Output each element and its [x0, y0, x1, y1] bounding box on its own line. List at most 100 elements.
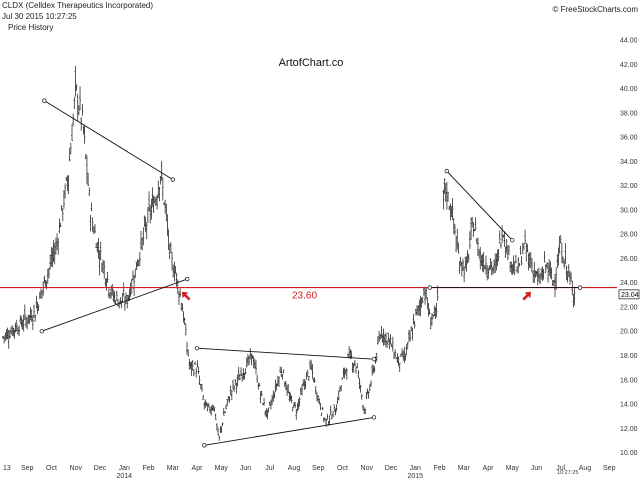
ohlc-bar	[526, 243, 529, 253]
ohlc-bar	[253, 358, 256, 370]
ohlc-bar	[75, 84, 78, 91]
ohlc-bar	[421, 296, 424, 303]
y-tick-label: 32.00	[620, 183, 638, 190]
ohlc-bar	[466, 249, 469, 264]
ohlc-bar	[229, 385, 232, 396]
ohlc-bar	[218, 435, 221, 441]
ohlc-bar	[435, 302, 438, 318]
ohlc-bar	[420, 297, 423, 308]
ohlc-bar	[489, 258, 492, 270]
ohlc-bar	[180, 302, 183, 311]
ohlc-bar	[264, 410, 267, 417]
ohlc-bar	[151, 187, 154, 207]
ohlc-bar	[190, 361, 193, 376]
ohlc-bar	[366, 388, 369, 395]
ohlc-bar	[98, 250, 101, 276]
ohlc-bar	[457, 242, 460, 254]
trendline[interactable]	[427, 285, 583, 290]
ohlc-bar	[428, 308, 431, 315]
ohlc-bar	[158, 186, 161, 202]
ohlc-bar	[60, 205, 63, 211]
ohlc-bar	[498, 230, 501, 244]
ohlc-bar	[163, 202, 165, 206]
ohlc-bar	[382, 328, 385, 346]
chart-timestamp: Jul 30 2015 10:27:25	[2, 12, 77, 21]
trendline[interactable]	[42, 98, 175, 182]
ohlc-bar	[142, 227, 145, 246]
trendline[interactable]	[444, 168, 515, 243]
arrows	[181, 291, 532, 301]
trendline[interactable]	[39, 276, 190, 334]
ohlc-bar	[432, 314, 434, 319]
ohlc-bar	[73, 96, 76, 110]
ohlc-bar	[63, 189, 65, 209]
y-tick-label: 42.00	[620, 62, 638, 69]
ohlc-bar	[188, 358, 191, 370]
ohlc-bar	[451, 197, 454, 220]
ohlc-bar	[324, 417, 326, 422]
ohlc-bar	[462, 258, 464, 271]
ohlc-bar	[447, 191, 449, 202]
ohlc-bar	[405, 344, 408, 356]
ohlc-bar	[72, 113, 75, 127]
ohlc-bar	[510, 261, 513, 275]
ohlc-bar	[216, 423, 218, 431]
x-tick-label: Jan	[119, 465, 130, 472]
trendline[interactable]	[202, 415, 377, 448]
ohlc-bar	[371, 364, 374, 376]
ohlc-bar	[128, 288, 131, 301]
ohlc-bar	[380, 325, 383, 339]
ohlc-bar	[268, 401, 271, 406]
ohlc-bar	[393, 351, 395, 359]
ohlc-bar	[426, 297, 429, 309]
ohlc-bar	[95, 243, 98, 249]
ohlc-bar	[143, 215, 146, 227]
ohlc-bar	[99, 241, 102, 261]
ohlc-bar	[92, 225, 95, 235]
ohlc-bar	[488, 265, 491, 271]
ohlc-bar	[156, 194, 158, 210]
ohlc-bar	[325, 419, 328, 428]
ohlc-bar	[464, 256, 467, 269]
x-tick-label: Feb	[142, 465, 154, 472]
ohlc-bar	[295, 409, 298, 420]
ohlc-bar	[548, 259, 551, 277]
ohlc-bar	[149, 204, 152, 224]
ohlc-bar	[148, 191, 150, 211]
ohlc-bar	[372, 364, 375, 374]
y-tick-label: 24.00	[620, 280, 638, 287]
ohlc-bar	[147, 207, 149, 223]
ohlc-bar	[521, 242, 524, 254]
trendline[interactable]	[194, 346, 377, 362]
ohlc-bar	[541, 266, 544, 282]
ohlc-bar	[487, 267, 490, 279]
ohlc-bar	[356, 362, 359, 369]
ohlc-bar	[402, 350, 405, 361]
ohlc-bar	[105, 278, 108, 291]
ohlc-bar	[32, 315, 34, 331]
ohlc-bar	[429, 317, 432, 330]
ohlc-bar	[341, 377, 344, 380]
ohlc-bar	[140, 231, 142, 250]
ohlc-bar	[247, 353, 249, 366]
ohlc-bar	[483, 264, 486, 270]
x-tick-label: May	[215, 465, 229, 472]
ohlc-bar	[90, 202, 93, 212]
ohlc-bar	[129, 282, 132, 297]
ohlc-bar	[351, 362, 354, 373]
ohlc-bar	[452, 217, 455, 234]
ohlc-bar	[305, 371, 308, 380]
ohlc-bar	[454, 224, 456, 236]
ohlc-bar	[167, 229, 170, 250]
ohlc-bar	[274, 379, 277, 393]
ohlc-bar	[410, 326, 413, 332]
ohlc-bar	[126, 294, 129, 309]
ohlc-bar	[506, 245, 509, 261]
ohlc-bar	[511, 264, 514, 276]
ohlc-bar	[213, 407, 216, 412]
ohlc-bar	[20, 316, 23, 328]
ohlc-bar	[395, 357, 398, 360]
ohlc-bar	[5, 329, 8, 340]
ohlc-bar	[529, 252, 532, 269]
